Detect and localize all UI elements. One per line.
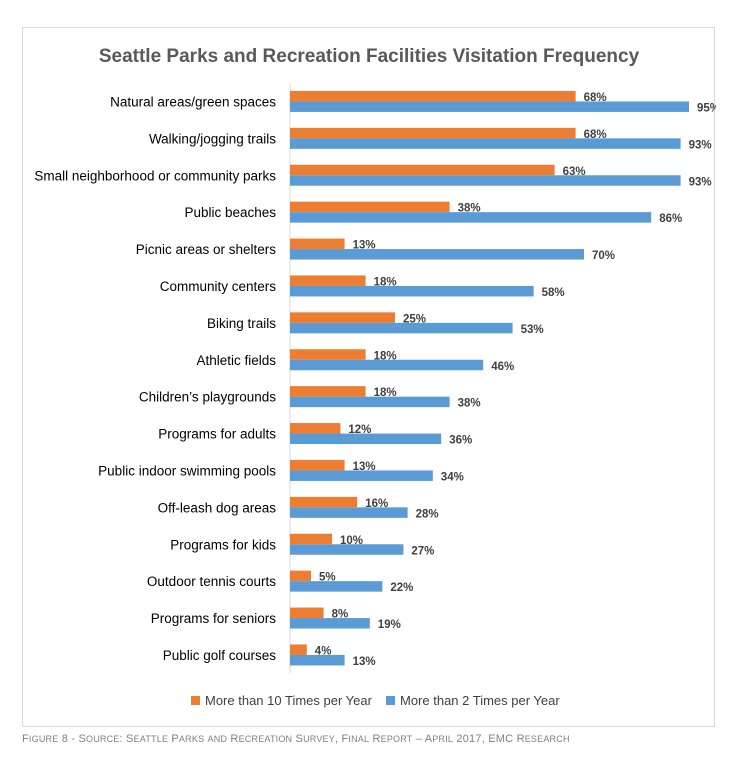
- category-label: Public golf courses: [163, 648, 277, 663]
- category-label: Athletic fields: [196, 353, 276, 368]
- legend-swatch: [191, 696, 200, 705]
- legend-swatch: [386, 696, 395, 705]
- value-labels: 68% 95% 68% 93% 63% 93% 38% 86% 13% 70% 18% 58% 25% 5…: [315, 92, 716, 668]
- bar-more-than-2-times: [290, 175, 681, 186]
- category-label: Children’s playgrounds: [139, 390, 276, 405]
- data-label: 4%: [315, 645, 332, 657]
- bar-more-than-10-times: [290, 644, 307, 655]
- category-label: Community centers: [160, 279, 277, 294]
- data-label: 95%: [697, 102, 716, 114]
- category-label: Picnic areas or shelters: [136, 242, 277, 257]
- bar-more-than-10-times: [290, 238, 345, 250]
- data-label: 19%: [378, 619, 401, 631]
- bar-more-than-2-times: [290, 322, 513, 334]
- data-label: 70%: [592, 250, 615, 262]
- bar-more-than-2-times: [290, 470, 433, 481]
- category-label: Public beaches: [184, 205, 276, 220]
- bar-more-than-2-times: [290, 544, 404, 555]
- data-label: 13%: [353, 461, 376, 473]
- data-label: 93%: [689, 139, 712, 151]
- bar-more-than-10-times: [290, 275, 366, 286]
- bar-more-than-2-times: [290, 138, 681, 149]
- category-label: Programs for seniors: [151, 611, 277, 626]
- bar-more-than-2-times: [290, 396, 450, 408]
- category-label: Off-leash dog areas: [158, 500, 277, 515]
- legend-label: More than 10 Times per Year: [205, 693, 373, 708]
- bar-more-than-2-times: [290, 654, 345, 666]
- data-label: 13%: [353, 656, 376, 668]
- data-label: 38%: [458, 203, 481, 215]
- category-label: Public indoor swimming pools: [98, 463, 276, 478]
- data-label: 58%: [542, 287, 565, 299]
- bar-more-than-2-times: [290, 285, 534, 297]
- bar-more-than-10-times: [290, 386, 366, 397]
- data-label: 18%: [374, 387, 397, 399]
- bar-chart: Seattle Parks and Recreation Facilities …: [34, 46, 716, 708]
- bar-more-than-2-times: [290, 433, 442, 445]
- bar-more-than-10-times: [290, 496, 358, 508]
- category-label: Small neighborhood or community parks: [34, 168, 276, 183]
- legend-label: More than 2 Times per Year: [400, 693, 560, 708]
- bar-more-than-10-times: [290, 459, 345, 471]
- data-label: 93%: [689, 176, 712, 188]
- data-label: 10%: [340, 535, 363, 547]
- bar-more-than-10-times: [290, 570, 311, 582]
- bar-more-than-10-times: [290, 127, 576, 139]
- data-label: 53%: [521, 324, 544, 336]
- bar-more-than-10-times: [290, 423, 341, 434]
- category-label: Programs for adults: [158, 427, 276, 442]
- data-label: 34%: [441, 471, 464, 483]
- bar-more-than-10-times: [290, 201, 450, 213]
- bar-more-than-2-times: [290, 581, 383, 592]
- bar-more-than-10-times: [290, 312, 395, 323]
- bar-more-than-2-times: [290, 359, 484, 371]
- legend: More than 10 Times per Year More than 2 T…: [191, 693, 560, 708]
- data-label: 12%: [348, 424, 371, 436]
- data-label: 46%: [491, 361, 514, 373]
- data-label: 68%: [584, 129, 607, 141]
- figure-caption: FIGURE 8 - SOURCE: SEATTLE PARKS AND REC…: [22, 733, 570, 745]
- data-label: 8%: [332, 609, 349, 621]
- bar-more-than-2-times: [290, 212, 652, 223]
- data-label: 13%: [353, 240, 376, 252]
- bar-more-than-2-times: [290, 101, 689, 112]
- data-label: 18%: [374, 276, 397, 288]
- data-label: 5%: [319, 572, 336, 584]
- category-label: Programs for kids: [170, 537, 276, 552]
- data-label: 36%: [449, 435, 472, 447]
- category-label: Biking trails: [207, 316, 276, 331]
- bar-more-than-10-times: [290, 349, 366, 360]
- bars: [290, 90, 689, 666]
- bar-more-than-10-times: [290, 607, 324, 619]
- bar-more-than-2-times: [290, 618, 370, 629]
- chart-title: Seattle Parks and Recreation Facilities …: [99, 46, 640, 67]
- data-label: 25%: [403, 313, 426, 325]
- data-label: 18%: [374, 350, 397, 362]
- bar-more-than-2-times: [290, 249, 584, 260]
- data-label: 63%: [563, 166, 586, 178]
- data-label: 22%: [390, 582, 413, 594]
- data-label: 68%: [584, 92, 607, 104]
- bar-more-than-10-times: [290, 164, 555, 176]
- data-label: 16%: [365, 498, 388, 510]
- caption-text: FIGURE 8 - SOURCE: SEATTLE PARKS AND REC…: [22, 733, 570, 745]
- bar-more-than-10-times: [290, 533, 332, 545]
- bar-more-than-2-times: [290, 507, 408, 518]
- data-label: 38%: [458, 398, 481, 410]
- data-label: 27%: [411, 545, 434, 557]
- chart-frame: Seattle Parks and Recreation Facilities …: [22, 27, 716, 727]
- category-labels: Natural areas/green spaces Walking/joggin…: [34, 94, 276, 663]
- category-label: Natural areas/green spaces: [110, 94, 276, 109]
- bar-more-than-10-times: [290, 90, 576, 102]
- data-label: 28%: [416, 508, 439, 520]
- data-label: 86%: [659, 213, 682, 225]
- category-label: Outdoor tennis courts: [147, 574, 276, 589]
- category-label: Walking/jogging trails: [149, 131, 276, 146]
